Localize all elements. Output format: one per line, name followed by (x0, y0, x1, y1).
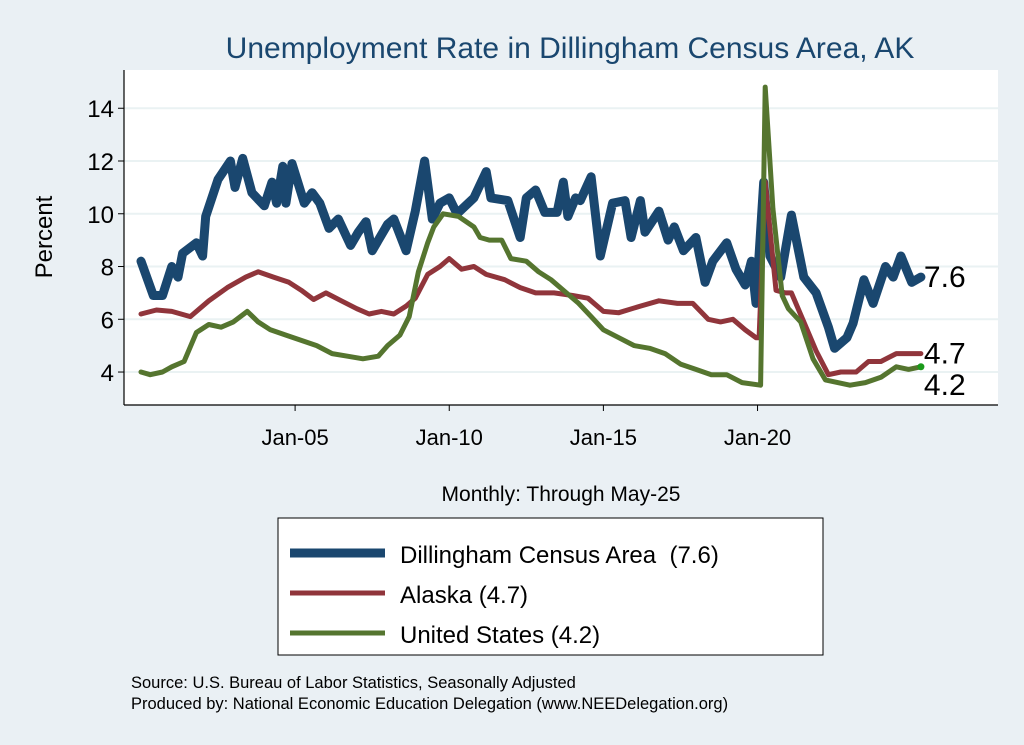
end-label-alaska: 4.7 (924, 338, 966, 371)
producer-line: Produced by: National Economic Education… (131, 695, 728, 713)
source-line: Source: U.S. Bureau of Labor Statistics,… (131, 674, 576, 692)
x-tick-label: Jan-15 (570, 425, 637, 450)
x-axis-label: Monthly: Through May-25 (442, 483, 681, 506)
plot-area (124, 70, 998, 405)
legend-label-dillingham: Dillingham Census Area (7.6) (400, 542, 719, 569)
y-tick-label: 14 (87, 96, 114, 123)
y-tick-label: 6 (101, 307, 114, 334)
axes: 4 6 8 10 12 14 Jan-05 Jan-10 Jan-15 Jan-20 (87, 70, 998, 450)
y-tick-label: 8 (101, 255, 114, 282)
series-lines (136, 84, 926, 388)
end-labels: 7.6 4.74.2 (924, 261, 966, 402)
y-tick-label: 4 (101, 360, 114, 387)
legend: Dillingham Census Area (7.6) Alaska (4.7… (277, 517, 824, 656)
x-tick-label: Jan-05 (261, 425, 328, 450)
series-line-us (138, 84, 924, 388)
legend-label-us: United States (4.2) (400, 622, 600, 649)
y-tick-label: 12 (87, 149, 114, 176)
end-label-us: 4.2 (924, 369, 966, 402)
x-tick-label: Jan-20 (724, 425, 791, 450)
y-tick-label: 10 (87, 202, 114, 229)
chart-title: Unemployment Rate in Dillingham Census A… (226, 32, 915, 65)
x-tick-label: Jan-10 (416, 425, 483, 450)
legend-label-alaska: Alaska (4.7) (400, 582, 528, 609)
series-line-alaska (138, 179, 924, 378)
us-end-marker (917, 363, 925, 371)
y-axis-label: Percent (31, 195, 58, 278)
end-label-dillingham: 7.6 (924, 261, 966, 294)
